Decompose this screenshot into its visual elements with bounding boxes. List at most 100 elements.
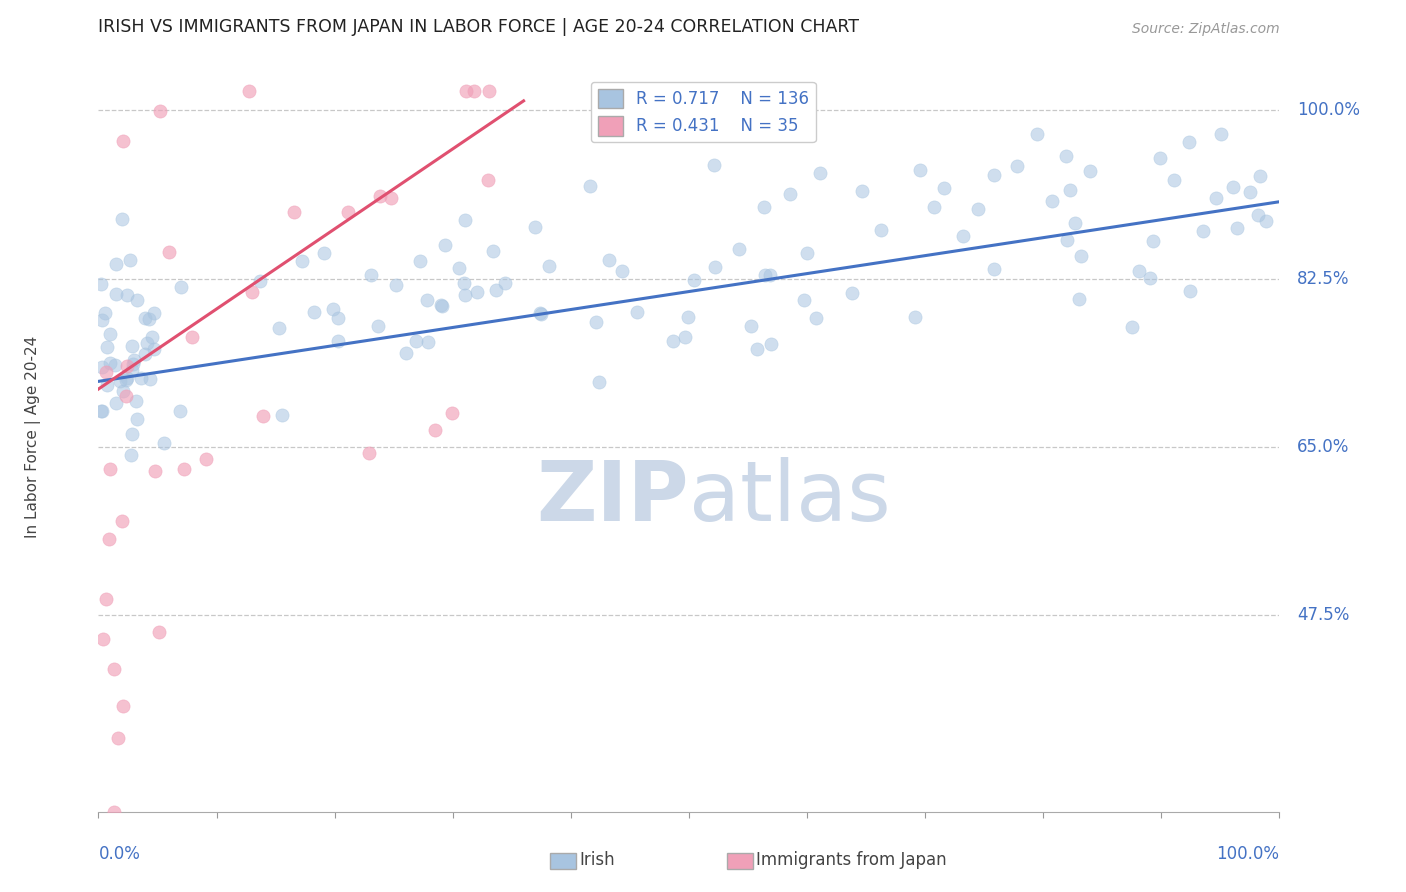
Point: [322, 302, 344, 317]
Point: [447, 261, 470, 276]
Point: [100, 327, 122, 342]
Point: [482, 244, 505, 259]
Point: [1178, 135, 1201, 149]
Point: [678, 310, 700, 325]
Point: [111, 699, 134, 714]
Point: [1222, 180, 1244, 194]
Text: IRISH VS IMMIGRANTS FROM JAPAN IN LABOR FORCE | AGE 20-24 CORRELATION CHART: IRISH VS IMMIGRANTS FROM JAPAN IN LABOR …: [98, 18, 859, 37]
Point: [477, 173, 499, 187]
Point: [454, 213, 477, 227]
Point: [841, 285, 863, 300]
Point: [588, 375, 610, 389]
Point: [430, 299, 453, 313]
Point: [98, 461, 121, 475]
Point: [291, 254, 314, 268]
Point: [851, 185, 873, 199]
Point: [463, 84, 485, 98]
Point: [271, 408, 294, 422]
Point: [157, 245, 180, 260]
Point: [703, 158, 725, 172]
Point: [983, 168, 1005, 182]
Text: 0.0%: 0.0%: [98, 846, 141, 863]
Point: [91, 312, 114, 326]
Point: [1063, 216, 1085, 230]
Point: [107, 731, 129, 745]
Point: [96, 365, 118, 379]
Point: [115, 370, 138, 384]
Point: [1239, 185, 1261, 199]
FancyBboxPatch shape: [727, 853, 752, 870]
Point: [125, 293, 148, 308]
Point: [360, 268, 382, 282]
Point: [134, 347, 156, 361]
Text: Irish: Irish: [579, 852, 614, 870]
Point: [1070, 249, 1092, 263]
Point: [111, 212, 134, 227]
Point: [283, 205, 305, 219]
Point: [430, 298, 453, 312]
Point: [91, 632, 114, 646]
Point: [1249, 169, 1271, 184]
Point: [598, 252, 620, 267]
Point: [395, 346, 418, 360]
Point: [112, 134, 135, 148]
Point: [114, 373, 136, 387]
Point: [1247, 208, 1270, 222]
Point: [1040, 194, 1063, 208]
Point: [326, 334, 349, 348]
Text: ZIP: ZIP: [537, 457, 689, 538]
Point: [453, 276, 475, 290]
Point: [538, 259, 561, 273]
Point: [1059, 184, 1081, 198]
Point: [138, 312, 160, 326]
Text: 47.5%: 47.5%: [1298, 606, 1350, 624]
Point: [357, 446, 380, 460]
Point: [683, 273, 706, 287]
Point: [115, 288, 138, 302]
Point: [1163, 173, 1185, 187]
Point: [1054, 149, 1077, 163]
Point: [104, 257, 127, 271]
Point: [425, 423, 447, 437]
Point: [148, 624, 170, 639]
Text: In Labor Force | Age 20-24: In Labor Force | Age 20-24: [25, 336, 41, 538]
Point: [759, 337, 782, 351]
Point: [115, 359, 138, 373]
Point: [125, 393, 148, 408]
Point: [90, 360, 112, 375]
Point: [1067, 293, 1090, 307]
Point: [1121, 320, 1143, 334]
Point: [105, 287, 128, 301]
Point: [494, 276, 516, 290]
Point: [136, 335, 159, 350]
Point: [115, 389, 138, 403]
Point: [94, 305, 117, 319]
Point: [1149, 151, 1171, 165]
Point: [98, 532, 121, 546]
Point: [673, 329, 696, 343]
Point: [127, 411, 149, 425]
Point: [337, 205, 360, 219]
Point: [793, 293, 815, 307]
Point: [149, 824, 172, 838]
Text: 100.0%: 100.0%: [1216, 846, 1279, 863]
Point: [454, 84, 477, 98]
Point: [1128, 264, 1150, 278]
Point: [1139, 270, 1161, 285]
Point: [747, 342, 769, 356]
Point: [269, 321, 291, 335]
Point: [610, 263, 633, 277]
Point: [169, 279, 191, 293]
FancyBboxPatch shape: [550, 853, 575, 870]
Text: 82.5%: 82.5%: [1298, 269, 1350, 287]
Point: [103, 805, 125, 819]
Point: [922, 200, 945, 214]
Point: [238, 84, 260, 98]
Point: [153, 436, 176, 450]
Point: [796, 246, 818, 260]
Point: [367, 319, 389, 334]
Point: [103, 663, 125, 677]
Point: [122, 353, 145, 368]
Point: [249, 274, 271, 288]
Point: [908, 163, 931, 178]
